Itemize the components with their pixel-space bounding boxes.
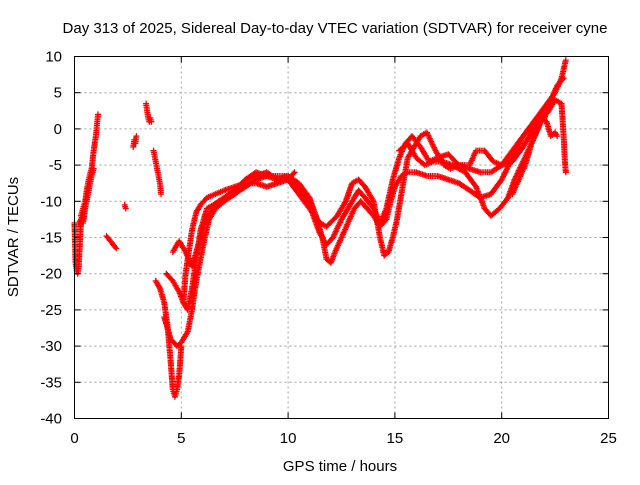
axis-ticks: 0 5 10 15 20 25 10 5 0 -5 -10 -15 -20 -25 -30 -35 -40 <box>40 49 617 448</box>
grid <box>74 56 609 419</box>
y-tick-label: -35 <box>40 374 62 391</box>
y-tick-label: 0 <box>54 121 62 138</box>
y-tick-label: -15 <box>40 230 62 247</box>
y-tick-label: -30 <box>40 338 62 355</box>
series-arc-c <box>163 75 567 313</box>
y-axis-label: SDTVAR / TECUs <box>5 177 22 297</box>
series-arc-3.4h <box>143 100 155 125</box>
x-tick-label: 15 <box>387 430 404 447</box>
x-tick-label: 5 <box>177 430 185 447</box>
y-tick-label: 10 <box>45 49 62 66</box>
series-arc-3h <box>130 133 140 150</box>
series-arc-e <box>509 115 561 198</box>
y-tick-label: -25 <box>40 302 62 319</box>
series-arc-descent <box>150 147 164 198</box>
x-axis-label: GPS time / hours <box>283 458 397 475</box>
series-arc-early-3 <box>75 165 97 226</box>
x-tick-label: 25 <box>600 430 617 447</box>
data-marks <box>71 57 569 400</box>
x-tick-label: 10 <box>280 430 297 447</box>
y-tick-label: -20 <box>40 266 62 283</box>
y-tick-label: -10 <box>40 193 62 210</box>
chart-title: Day 313 of 2025, Sidereal Day-to-day VTE… <box>63 20 608 37</box>
series-arc-deep <box>152 169 298 400</box>
y-tick-label: -40 <box>40 411 62 428</box>
x-tick-label: 0 <box>70 430 78 447</box>
y-tick-label: 5 <box>54 85 62 102</box>
y-tick-label: -5 <box>49 157 62 174</box>
series-isolated-points <box>103 201 129 252</box>
x-tick-label: 20 <box>493 430 510 447</box>
